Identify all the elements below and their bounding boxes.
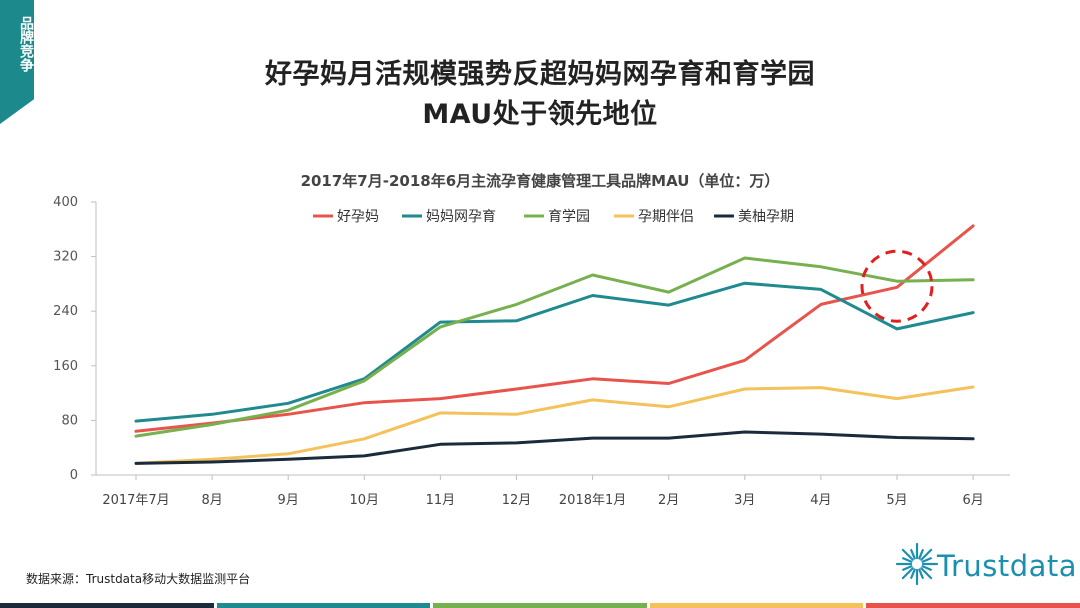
x-tick-label: 12月 (502, 493, 532, 508)
page-title-line2: MAU处于领先地位 (422, 99, 658, 130)
legend-label: 育学园 (548, 209, 590, 225)
sunburst-ray (902, 565, 913, 571)
footer-segment (866, 603, 1080, 608)
footer-segment (0, 603, 214, 608)
series-line (134, 256, 975, 438)
y-tick-label: 240 (53, 304, 78, 319)
sunburst-ray (918, 568, 924, 579)
footer-segment (433, 603, 647, 608)
y-tick-label: 0 (70, 468, 78, 483)
x-tick-label: 9月 (278, 493, 299, 508)
sunburst-ray (902, 557, 913, 563)
x-tick-label: 11月 (426, 493, 456, 508)
x-tick-label: 2018年1月 (559, 493, 626, 508)
x-tick-label: 10月 (350, 493, 380, 508)
side-tab-label: 品牌竞争 (18, 16, 34, 72)
x-tick-label: 2017年7月 (102, 493, 169, 508)
sunburst-ray (918, 549, 924, 560)
footer-segment (649, 603, 864, 608)
footer-segment (216, 603, 431, 608)
sunburst-icon (895, 542, 939, 586)
x-tick-label: 8月 (201, 493, 222, 508)
sunburst-ray (921, 557, 932, 563)
legend-label: 美柚孕期 (738, 209, 794, 225)
legend-label: 妈妈网孕育 (426, 209, 496, 225)
series-line (134, 224, 975, 433)
x-tick-label: 6月 (962, 493, 983, 508)
series-line (134, 281, 975, 423)
trustdata-logo: Trustdata (893, 537, 1077, 593)
legend-label: 好孕妈 (337, 209, 379, 225)
y-tick-label: 160 (53, 359, 78, 374)
sunburst-ray (901, 567, 914, 580)
sunburst-ray (910, 549, 916, 560)
sunburst-ray (921, 565, 932, 571)
series-line (134, 430, 975, 465)
sunburst-ray (920, 567, 933, 580)
sunburst-ray (920, 548, 933, 561)
x-tick-label: 3月 (734, 493, 755, 508)
legend-label: 孕期伴侣 (638, 209, 694, 225)
x-tick-label: 5月 (886, 493, 907, 508)
chart-title: 2017年7月-2018年6月主流孕育健康管理工具品牌MAU（单位：万） (300, 172, 780, 190)
y-tick-label: 80 (61, 413, 78, 428)
page-title-line1: 好孕妈月活规模强势反超妈妈网孕育和育学园 (265, 59, 815, 90)
x-tick-label: 2月 (658, 493, 679, 508)
footer-color-bar (0, 603, 1080, 608)
sunburst-ray (901, 548, 914, 561)
logo-text: Trustdata (937, 549, 1078, 583)
highlight-circle (860, 249, 934, 323)
y-tick-label: 400 (53, 195, 78, 210)
series-line (134, 385, 975, 465)
sunburst-ray (910, 568, 916, 579)
x-tick-label: 4月 (810, 493, 831, 508)
data-source: 数据来源：Trustdata移动大数据监测平台 (26, 572, 251, 586)
y-tick-label: 320 (53, 250, 78, 265)
